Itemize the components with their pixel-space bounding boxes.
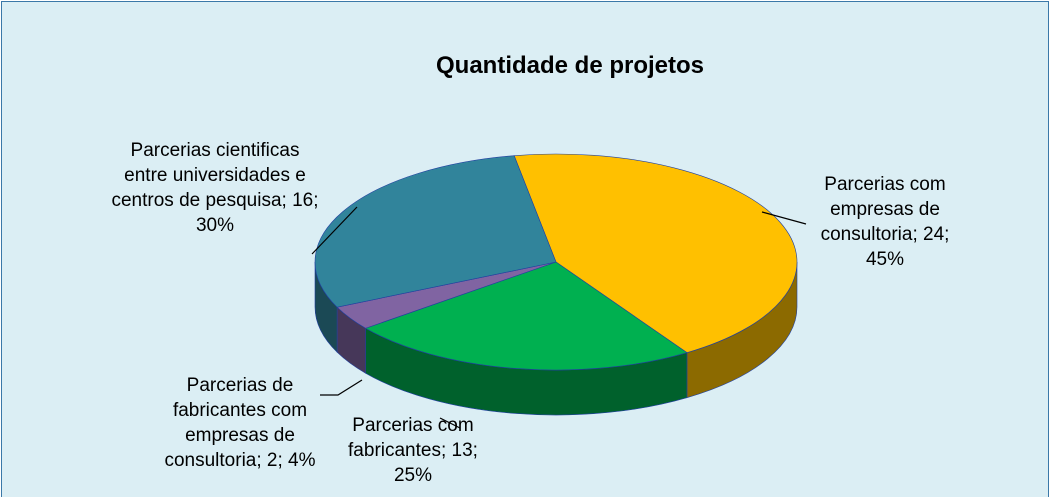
leader-line [439, 417, 461, 429]
data-label: Parcerias de fabricantes com empresas de… [164, 375, 316, 471]
slice [513, 153, 798, 353]
leader-line [320, 379, 363, 396]
data-label: Parcerias cientificas entre universidade… [111, 140, 319, 236]
slice [314, 155, 557, 308]
data-label: Parcerias com fabricantes; 13; 25% [348, 415, 478, 486]
slice [364, 261, 688, 371]
leader-line [311, 206, 358, 255]
chart-title: Quantidade de projetos [435, 52, 705, 79]
data-label: Parcerias com empresas de consultoria; 2… [820, 174, 950, 270]
leader-line [761, 211, 807, 225]
